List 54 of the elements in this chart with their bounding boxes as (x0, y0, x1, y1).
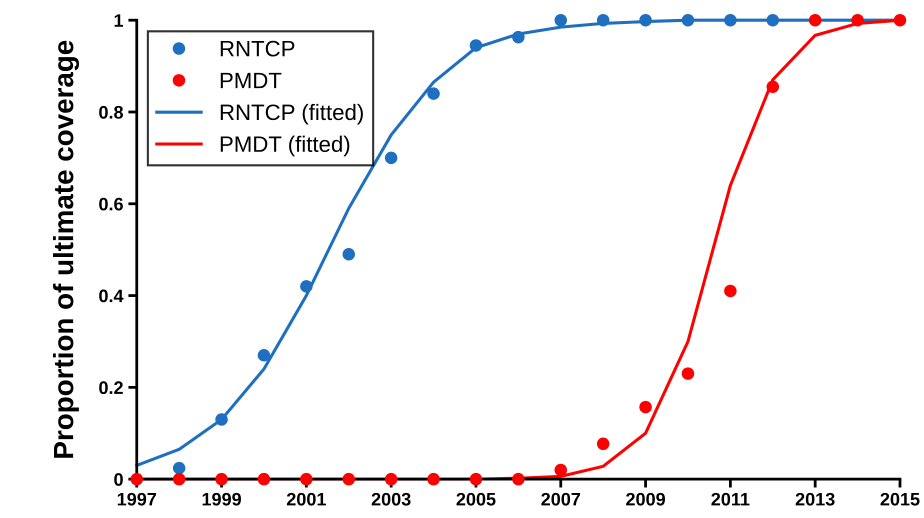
x-tick-label: 2003 (372, 492, 411, 506)
point (172, 472, 186, 486)
point (766, 80, 780, 93)
x-tick-label: 1999 (202, 492, 241, 506)
point (596, 438, 610, 450)
point (470, 39, 482, 52)
point (682, 367, 694, 380)
y-tick-label: 0.8 (99, 106, 124, 119)
y-tick-label: 1 (114, 14, 124, 27)
point (766, 14, 780, 26)
point (639, 400, 652, 414)
y-tick-label: 0.4 (99, 290, 124, 302)
point (215, 413, 228, 426)
point (342, 248, 356, 261)
legend-label: PMDT (220, 72, 282, 88)
y-tick-label: 0.6 (99, 198, 123, 210)
point (300, 472, 313, 486)
point (300, 280, 313, 293)
point (427, 87, 440, 100)
point (851, 14, 864, 26)
point (427, 472, 440, 486)
x-tick-label: 1997 (118, 492, 156, 506)
point (682, 14, 694, 26)
x-tick-label: 2015 (880, 492, 920, 506)
point (894, 14, 906, 26)
point (384, 152, 398, 164)
point (342, 472, 356, 486)
legend-label: RNTCP (220, 40, 294, 57)
point (554, 464, 568, 476)
x-tick-label: 2005 (456, 492, 496, 506)
point (512, 30, 525, 44)
point (258, 348, 270, 362)
x-tick-label: 2007 (541, 492, 580, 506)
x-tick-label: 2001 (286, 492, 326, 506)
y-tick-label: 0 (114, 473, 123, 486)
legend-label: RNTCP (fitted) (220, 104, 363, 125)
point (808, 14, 822, 26)
x-tick-label: 2011 (711, 492, 750, 506)
point (724, 14, 737, 26)
point (724, 284, 737, 298)
legend-label: PMDT (fitted) (220, 136, 350, 156)
point (470, 472, 482, 486)
point (639, 14, 652, 26)
point (554, 14, 568, 26)
point (384, 472, 398, 486)
point (512, 472, 525, 486)
point (215, 472, 228, 486)
y-tick-label: 0.2 (99, 381, 123, 394)
point (258, 472, 270, 486)
point (596, 14, 610, 26)
x-tick-label: 2009 (626, 492, 665, 506)
y-axis-title: Proportion of ultimate coverage (53, 40, 80, 458)
point (172, 462, 186, 474)
x-tick-label: 2013 (796, 492, 835, 506)
